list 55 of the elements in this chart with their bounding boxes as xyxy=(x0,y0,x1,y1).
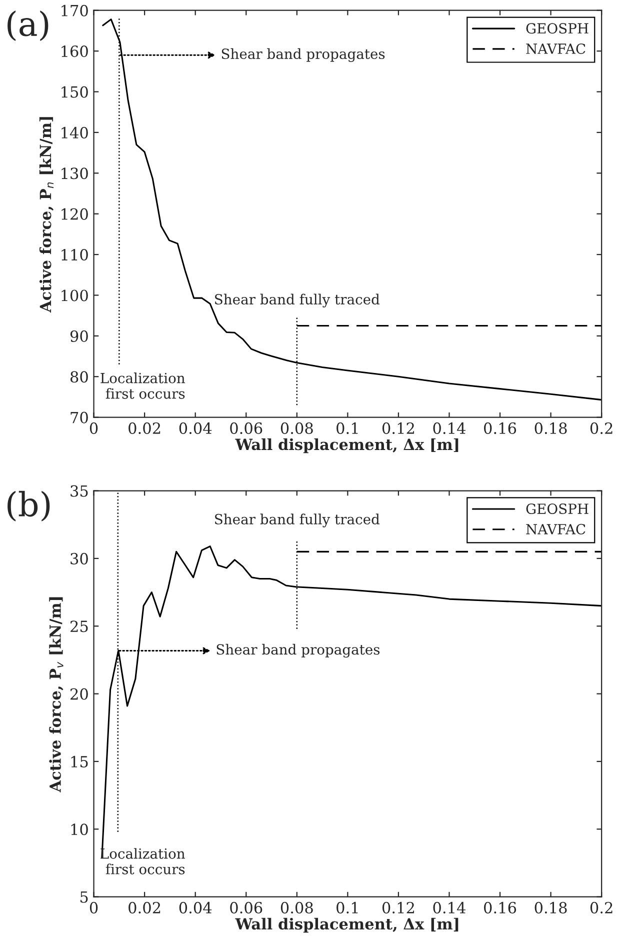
y-tick-label: 80 xyxy=(70,371,88,383)
x-tick-label: 0.02 xyxy=(128,422,160,434)
y-tick-label: 120 xyxy=(62,208,88,220)
y-tick-label: 130 xyxy=(62,168,88,180)
y-axis-title: Active force, P$_{v}$ [kN/m] xyxy=(49,597,64,792)
annotation: Shear band propagates xyxy=(222,48,385,62)
x-tick-label: 0.02 xyxy=(128,902,160,914)
legend-label: NAVFAC xyxy=(526,43,586,54)
y-tick-label: 90 xyxy=(70,330,88,342)
text: (a) xyxy=(8,10,48,42)
y-tick-label: 20 xyxy=(70,688,88,700)
y-tick-label: 110 xyxy=(62,248,88,261)
x-axis-title: Wall displacement, Δx [m] xyxy=(235,918,458,933)
annotation: Shear band propagates xyxy=(216,644,380,658)
legend-label: NAVFAC xyxy=(526,524,586,534)
ref-line-label: Shear band fully traced xyxy=(215,294,380,308)
x-tick-label: 0.14 xyxy=(433,422,466,434)
y-tick-label: 160 xyxy=(62,46,88,58)
legend-label: GEOSPH xyxy=(526,23,588,34)
x-tick-label: 0.16 xyxy=(484,902,516,914)
x-tick-label: 0.04 xyxy=(179,902,212,914)
x-tick-label: 0.06 xyxy=(230,422,262,434)
x-tick-label: 0.18 xyxy=(534,422,567,434)
x-tick-label: 0.12 xyxy=(382,902,414,914)
x-tick-label: 0.1 xyxy=(336,422,358,434)
x-tick-label: 0.16 xyxy=(484,422,516,434)
x-tick-label: 0.08 xyxy=(280,902,313,914)
ref-line-label: Localization first occurs xyxy=(100,372,185,399)
x-tick-label: 0.04 xyxy=(179,422,212,434)
y-tick-label: 30 xyxy=(70,552,88,564)
y-axis-title: Active force, P$_{n}$ [kN/m] xyxy=(39,117,54,313)
x-tick-label: 0 xyxy=(90,422,98,434)
x-tick-label: 0 xyxy=(90,902,98,914)
x-axis-title: Wall displacement, Δx [m] xyxy=(235,438,458,454)
x-tick-label: 0.2 xyxy=(590,422,612,434)
y-tick-label: 170 xyxy=(62,4,88,16)
x-tick-label: 0.1 xyxy=(336,902,358,914)
y-tick-label: 35 xyxy=(70,485,88,497)
legend-label: GEOSPH xyxy=(526,504,588,514)
x-tick-label: 0.08 xyxy=(280,422,313,434)
y-tick-label: 10 xyxy=(71,824,88,836)
y-tick-label: 15 xyxy=(71,756,88,768)
y-tick-label: 5 xyxy=(80,891,88,903)
x-tick-label: 0.18 xyxy=(534,902,567,914)
x-tick-label: 0.12 xyxy=(382,422,414,434)
ref-line-label: Shear band fully traced xyxy=(215,514,380,528)
x-tick-label: 0.14 xyxy=(433,902,466,914)
text: (b) xyxy=(8,490,50,522)
y-tick-label: 150 xyxy=(62,86,88,98)
x-tick-label: 0.2 xyxy=(590,902,612,914)
y-tick-label: 140 xyxy=(62,126,88,138)
y-tick-label: 25 xyxy=(70,620,88,632)
y-tick-label: 100 xyxy=(62,290,88,302)
y-tick-label: 70 xyxy=(70,412,88,424)
x-tick-label: 0.06 xyxy=(230,902,262,914)
